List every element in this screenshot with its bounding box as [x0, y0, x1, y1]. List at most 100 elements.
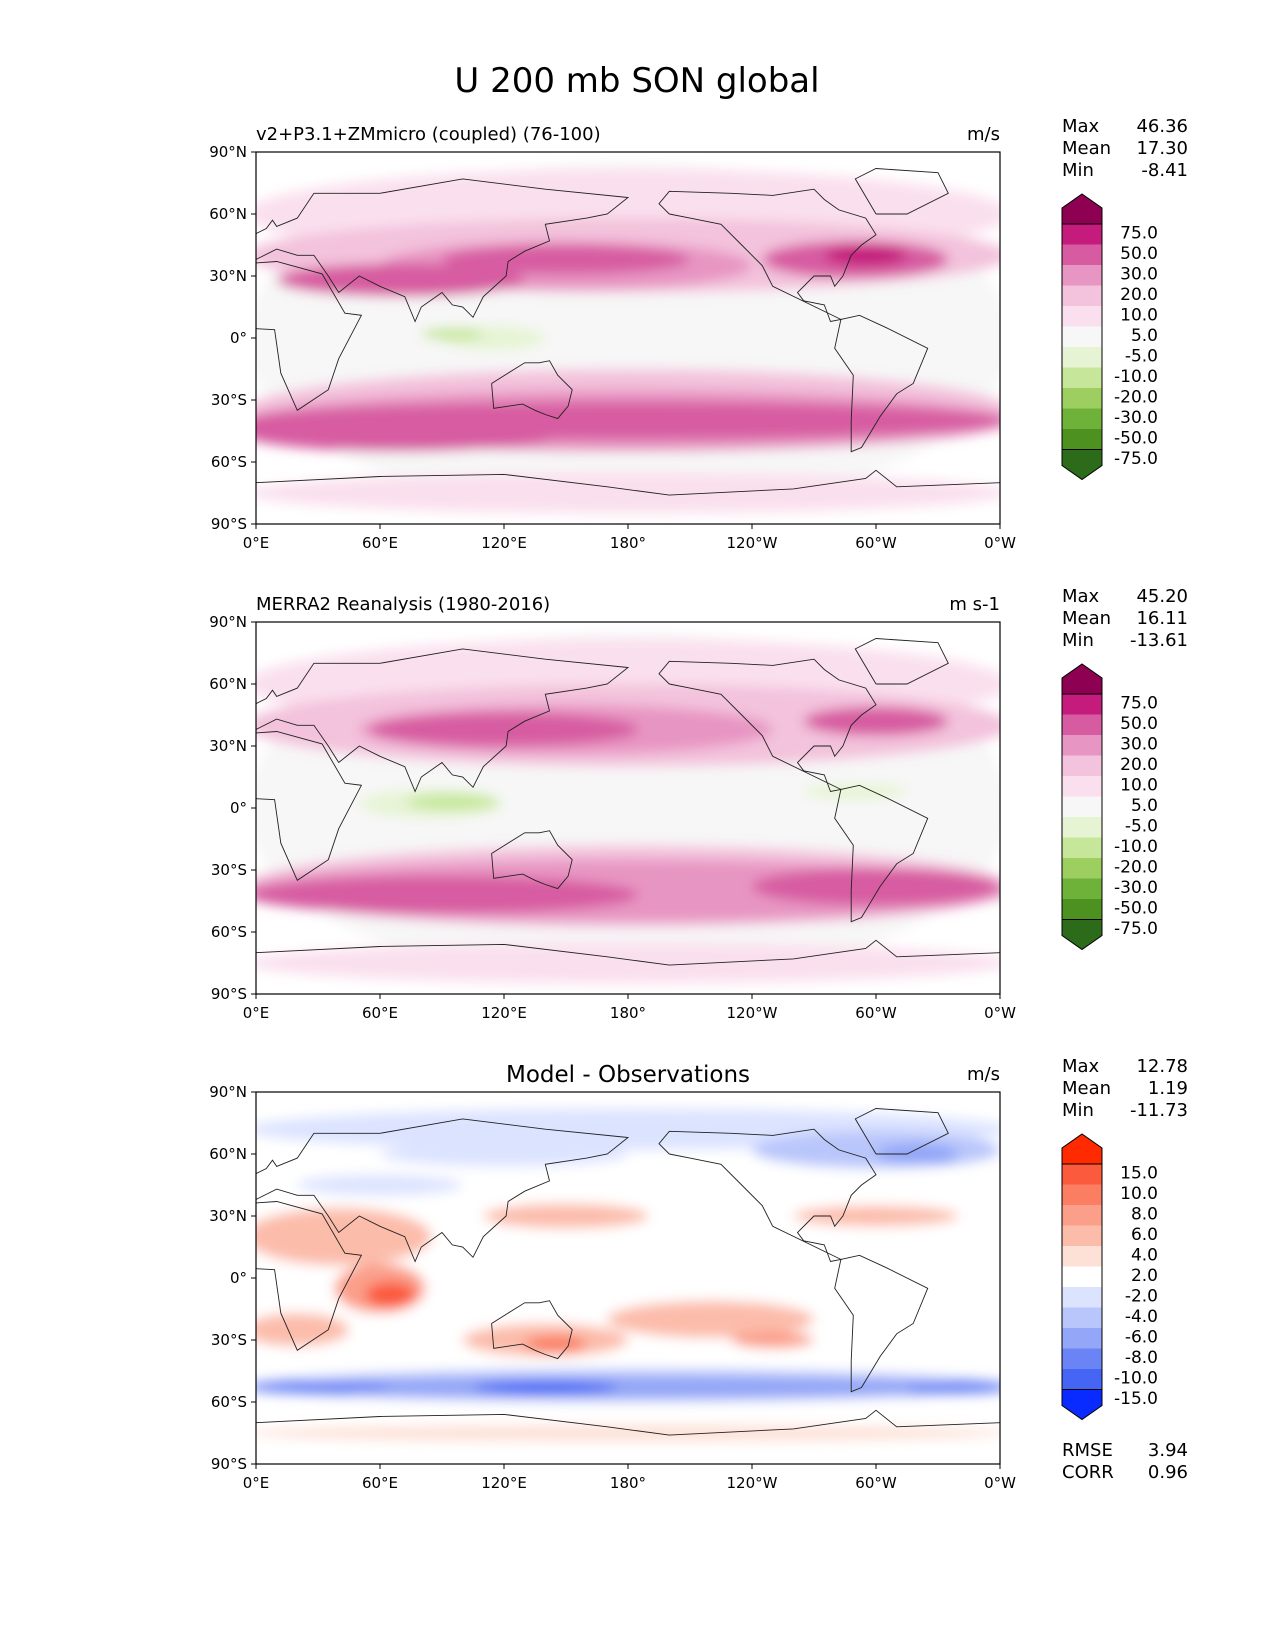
panel-units: m s-1 — [949, 594, 1000, 615]
x-tick-label: 180° — [610, 1474, 646, 1492]
colorbar-segment — [1062, 837, 1102, 858]
x-tick-label: 120°E — [481, 1004, 527, 1022]
colorbar-label: 10.0 — [1120, 776, 1158, 796]
colorbar-label: 50.0 — [1120, 244, 1158, 264]
colorbar-label: -4.0 — [1125, 1307, 1158, 1327]
stat-label: Max — [1062, 1056, 1100, 1077]
stat-label: Min — [1062, 160, 1094, 181]
coastline — [658, 188, 877, 323]
contour-region — [752, 867, 1000, 906]
x-tick-label: 120°W — [727, 1004, 778, 1022]
extra-stat-label: CORR — [1062, 1462, 1114, 1483]
contour-region — [297, 1174, 463, 1196]
contour-region — [524, 1335, 587, 1353]
y-tick-label: 60°S — [211, 923, 247, 941]
contour-region — [421, 327, 484, 341]
colorbar-label: -20.0 — [1114, 858, 1158, 878]
x-tick-label: 180° — [610, 534, 646, 552]
coastline — [854, 1108, 949, 1155]
y-tick-label: 60°S — [211, 453, 247, 471]
y-tick-label: 30°S — [211, 391, 247, 409]
x-tick-label: 120°E — [481, 1474, 527, 1492]
colorbar-label: 10.0 — [1120, 1184, 1158, 1204]
y-tick-label: 30°S — [211, 1331, 247, 1349]
colorbar-segment — [1062, 224, 1102, 245]
y-tick-label: 90°S — [211, 1455, 247, 1473]
colorbar: 75.050.030.020.010.05.0-5.0-10.0-20.0-30… — [1061, 663, 1158, 951]
colorbar-segment — [1062, 694, 1102, 715]
colorbar-extend-max — [1061, 1133, 1103, 1165]
x-tick-label: 60°W — [855, 1004, 897, 1022]
coastline — [658, 658, 877, 793]
y-tick-label: 60°N — [209, 205, 247, 223]
colorbar-segment — [1062, 1184, 1102, 1205]
colorbar-segment — [1062, 1328, 1102, 1349]
colorbar-segment — [1062, 306, 1102, 327]
coastline — [256, 178, 630, 323]
colorbar-segment — [1062, 776, 1102, 797]
colorbar-segment — [1062, 817, 1102, 838]
colorbar-label: 30.0 — [1120, 265, 1158, 285]
coastline — [256, 731, 363, 881]
panel-3: Model - Observations m/s 90°N 60°N 30°N 0° 30°… — [209, 1056, 1188, 1492]
contour-region — [276, 263, 525, 297]
stat-label: Mean — [1062, 1078, 1111, 1099]
colorbar-frame — [1061, 223, 1103, 450]
contour-region — [406, 793, 498, 811]
y-tick-label: 90°N — [209, 1083, 247, 1101]
colorbar-segment — [1062, 367, 1102, 388]
contour-region — [256, 1377, 1000, 1398]
colorbar-segment — [1062, 1246, 1102, 1267]
colorbar-segment — [1062, 326, 1102, 347]
contour-region — [442, 245, 690, 274]
x-tick-label: 0°W — [984, 1004, 1016, 1022]
stat-label: Max — [1062, 116, 1100, 137]
colorbar-segment — [1062, 347, 1102, 368]
x-tick-label: 180° — [610, 1004, 646, 1022]
colorbar: 75.050.030.020.010.05.0-5.0-10.0-20.0-30… — [1061, 193, 1158, 481]
stat-label: Min — [1062, 1100, 1094, 1121]
colorbar-label: 75.0 — [1120, 224, 1158, 244]
colorbar-segment — [1062, 244, 1102, 265]
colorbar-segment — [1062, 429, 1102, 450]
y-tick-label: 30°N — [209, 1207, 247, 1225]
contour-region — [256, 1424, 1000, 1442]
x-tick-label: 120°E — [481, 534, 527, 552]
extra-stat-label: RMSE — [1062, 1440, 1113, 1461]
coastline — [256, 1118, 630, 1263]
panel-2: MERRA2 Reanalysis (1980-2016) m s-1 90°N 60… — [209, 586, 1188, 1022]
colorbar-segment — [1062, 265, 1102, 286]
colorbar-segment — [1062, 858, 1102, 879]
y-tick-label: 60°S — [211, 1393, 247, 1411]
stat-value: 45.20 — [1136, 586, 1188, 607]
contour-region — [256, 942, 1000, 984]
x-tick-label: 0°E — [243, 534, 270, 552]
colorbar-label: 20.0 — [1120, 285, 1158, 305]
x-tick-label: 60°E — [362, 1004, 398, 1022]
coastline — [491, 830, 573, 890]
colorbar-segment — [1062, 878, 1102, 899]
stat-value: 16.11 — [1136, 608, 1188, 629]
contour-region — [256, 1207, 432, 1266]
extra-stat-value: 3.94 — [1148, 1440, 1188, 1461]
contour-region — [907, 1381, 1000, 1394]
coastline — [834, 1254, 929, 1393]
colorbar-segment — [1062, 408, 1102, 429]
colorbar-segment — [1062, 1348, 1102, 1369]
coastline — [834, 314, 929, 453]
colorbar-label: -20.0 — [1114, 388, 1158, 408]
colorbar-segment — [1062, 714, 1102, 735]
colorbar-label: 4.0 — [1131, 1246, 1158, 1266]
coastline — [256, 939, 1000, 966]
colorbar-extend-min — [1061, 1389, 1103, 1421]
stat-label: Max — [1062, 586, 1100, 607]
coastline — [491, 1300, 573, 1360]
contour-region — [256, 876, 639, 914]
colorbar-label: 15.0 — [1120, 1164, 1158, 1184]
contour-region — [731, 1331, 815, 1349]
contour-region — [256, 472, 1000, 514]
figure-title: U 200 mb SON global — [454, 61, 819, 101]
coastline — [256, 648, 630, 793]
colorbar-label: 8.0 — [1131, 1205, 1158, 1225]
colorbar-label: -50.0 — [1114, 899, 1158, 919]
